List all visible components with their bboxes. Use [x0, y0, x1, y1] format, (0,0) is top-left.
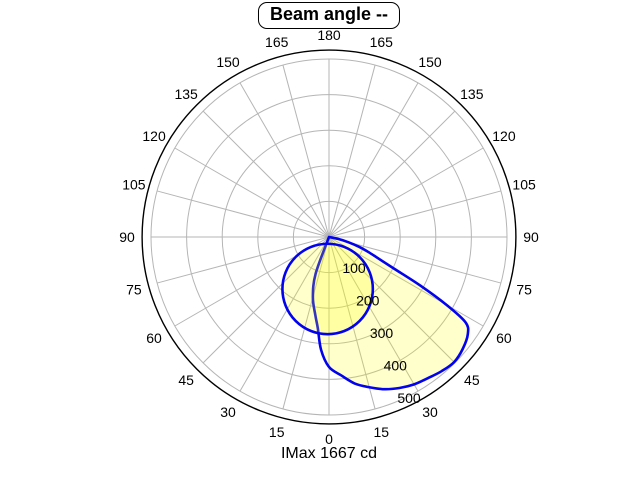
angle-tick-label: 120: [492, 128, 516, 144]
angle-tick-label: 45: [464, 372, 480, 388]
grid-spoke: [239, 82, 330, 238]
grid-spoke: [282, 64, 330, 238]
imax-label: IMax 1667 cd: [280, 445, 378, 462]
grid-spoke: [156, 190, 330, 238]
grid-spoke: [328, 236, 456, 364]
angle-tick-label: 165: [370, 34, 394, 50]
angle-tick-label: 150: [216, 54, 240, 70]
grid-ring: [150, 58, 508, 416]
angle-tick-label: 75: [516, 281, 532, 297]
beam-lobe-large: [311, 235, 470, 391]
grid-ring: [186, 94, 472, 380]
grid-spoke: [328, 236, 502, 284]
angle-tick-label: 120: [142, 128, 166, 144]
angle-tick-label: 135: [174, 86, 198, 102]
grid-spoke: [328, 190, 502, 238]
angle-tick-label: 150: [418, 54, 442, 70]
angle-tick-label: 45: [178, 372, 194, 388]
grid-spoke: [328, 236, 376, 410]
grid-spoke: [202, 110, 330, 238]
grid-spoke: [202, 236, 330, 364]
grid-spoke: [328, 64, 376, 238]
radial-tick-label: 100: [342, 260, 366, 276]
angle-tick-label: 60: [496, 330, 512, 346]
beam-lobe-small: [281, 242, 375, 336]
chart-title-box: Beam angle --: [257, 2, 401, 29]
outer-border-circle: [141, 49, 517, 425]
chart-title: Beam angle --: [269, 4, 389, 24]
angle-tick-label: 0: [325, 431, 333, 447]
radial-tick-label: 200: [356, 293, 380, 309]
angle-tick-label: 15: [373, 424, 389, 440]
grid-spoke: [328, 236, 419, 392]
angle-tick-label: 135: [460, 86, 484, 102]
radial-tick-label: 400: [384, 358, 408, 374]
radial-tick-label: 300: [370, 325, 394, 341]
angle-tick-label: 30: [220, 404, 236, 420]
angle-tick-label: 180: [317, 27, 341, 43]
grid-spoke: [156, 236, 330, 284]
angle-tick-label: 90: [119, 229, 135, 245]
grid-spoke: [282, 236, 330, 410]
grid-ring: [257, 165, 401, 309]
angle-tick-label: 30: [422, 404, 438, 420]
angle-tick-label: 165: [265, 34, 289, 50]
angle-tick-label: 90: [523, 229, 539, 245]
grid-spoke: [239, 236, 330, 392]
grid-ring: [221, 129, 437, 345]
radial-tick-label: 500: [397, 390, 421, 406]
grid-spoke: [328, 110, 456, 238]
grid-spoke: [328, 147, 484, 238]
grid-spoke: [174, 147, 330, 238]
angle-tick-label: 75: [126, 281, 142, 297]
angle-tick-label: 60: [146, 330, 162, 346]
angle-tick-label: 105: [512, 177, 536, 193]
angle-tick-label: 15: [269, 424, 285, 440]
angle-tick-label: 105: [122, 177, 146, 193]
grid-ring: [292, 200, 366, 274]
grid-spoke: [328, 82, 419, 238]
